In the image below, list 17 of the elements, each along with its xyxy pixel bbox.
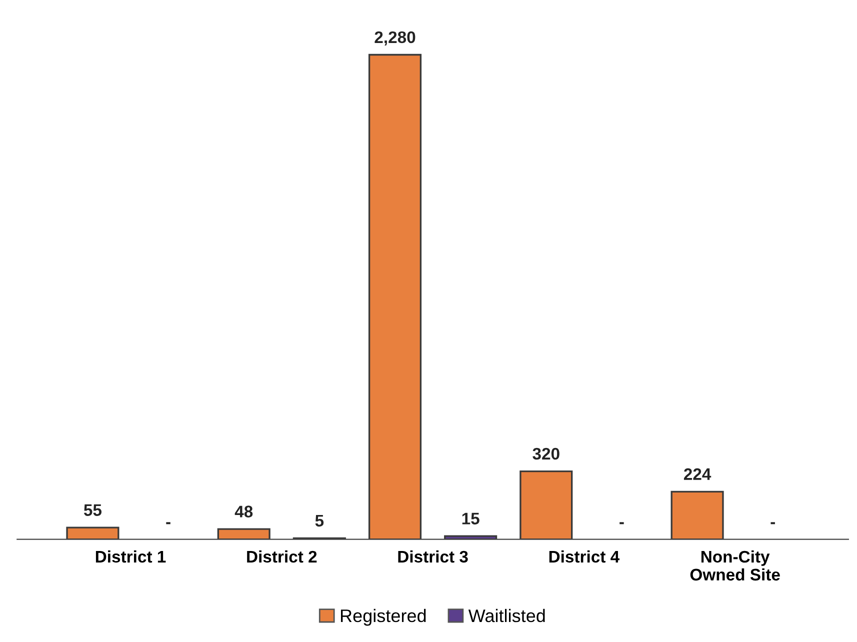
legend-label: Registered (340, 608, 426, 626)
x-tick-label: District 3 (398, 550, 468, 563)
text: - (770, 522, 775, 524)
legend-label: Waitlisted (468, 608, 545, 622)
x-tick-label: Non-City Owned Site (690, 550, 780, 581)
data-label: 55 (84, 504, 102, 516)
text: - (166, 522, 170, 524)
data-label: 2,280 (374, 31, 416, 46)
x-tick-label: District 2 (247, 550, 317, 563)
data-label: 15 (462, 512, 480, 524)
data-label: 224 (684, 468, 712, 480)
text: - (620, 522, 624, 524)
x-tick-label: District 4 (549, 550, 620, 563)
data-label: 5 (315, 514, 324, 527)
data-label: 320 (532, 448, 560, 460)
data-label: 48 (234, 506, 253, 518)
x-tick-label: District 1 (96, 550, 166, 563)
